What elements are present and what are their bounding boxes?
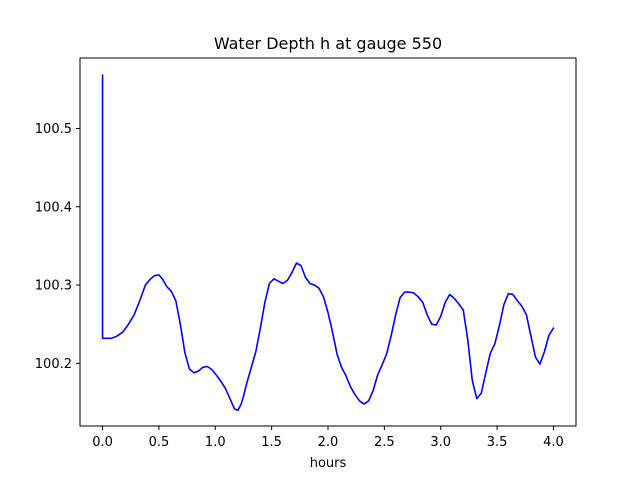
y-tick-label: 100.4 bbox=[35, 200, 72, 215]
x-tick-label: 1.5 bbox=[261, 435, 282, 450]
y-tick-label: 100.3 bbox=[35, 279, 72, 294]
y-tick-label: 100.2 bbox=[35, 357, 72, 372]
x-tick-label: 2.0 bbox=[318, 435, 339, 450]
x-tick-label: 3.0 bbox=[430, 435, 451, 450]
x-tick-label: 0.5 bbox=[149, 435, 170, 450]
series-line-0 bbox=[101, 74, 555, 412]
x-axis-ticks: 0.0 0.5 1.0 1.5 2.0 2.5 3.0 3.5 4.0 bbox=[92, 426, 564, 450]
y-tick-label: 100.5 bbox=[35, 122, 72, 137]
x-tick-label: 3.5 bbox=[487, 435, 508, 450]
plot-area-frame bbox=[79, 57, 577, 427]
x-axis-label: hours bbox=[310, 456, 347, 471]
series-group bbox=[101, 74, 555, 412]
x-tick-label: 2.5 bbox=[374, 435, 395, 450]
x-tick-label: 0.0 bbox=[92, 435, 113, 450]
chart-title: Water Depth h at gauge 550 bbox=[214, 34, 442, 53]
x-tick-label: 4.0 bbox=[543, 435, 564, 450]
y-axis-ticks: 100.2 100.3 100.4 100.5 bbox=[35, 122, 80, 372]
x-tick-label: 1.0 bbox=[205, 435, 226, 450]
